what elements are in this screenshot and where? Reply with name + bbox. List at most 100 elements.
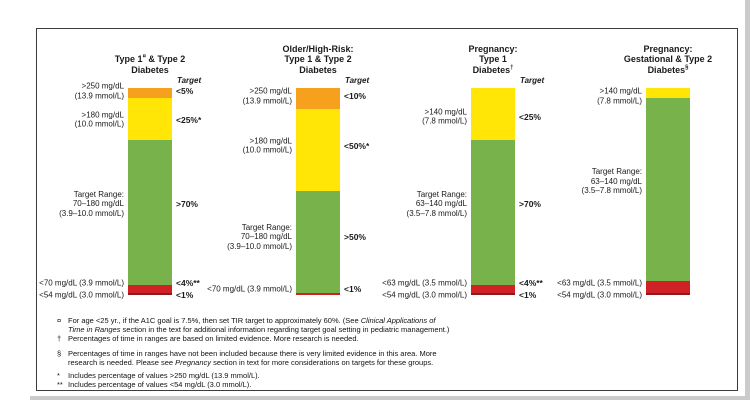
- range-label: Target Range: 70–180 mg/dL (3.9–10.0 mmol/…: [227, 222, 292, 251]
- bar-segment-green: [128, 139, 172, 285]
- footnote-marker: **: [57, 380, 63, 389]
- chart-title-line: Pregnancy:: [468, 43, 518, 54]
- target-column-header: Target: [345, 76, 370, 85]
- chart-title: Type 1¤ & Type 2 Diabetes: [48, 35, 252, 75]
- target-label: <1%: [344, 283, 362, 294]
- target-label: >70%: [176, 198, 198, 209]
- target-label: <1%: [176, 290, 194, 300]
- target-label: <50%*: [344, 140, 370, 151]
- chart-title-line: Older/High-Risk:: [282, 43, 354, 54]
- target-labels: <25% >70% <4%** <1%: [519, 88, 579, 300]
- footnote-marker: ¤: [57, 316, 62, 325]
- range-label: <54 mg/dL (3.0 mmol/L): [382, 290, 467, 300]
- bar-segment-orange: [296, 88, 340, 109]
- range-labels: >140 mg/dL (7.8 mmol/L) Target Range: 63–14…: [367, 88, 467, 300]
- bar-segment-darkred: [646, 292, 690, 295]
- footnote-line: For age <25 yr., if the A1C goal is 7.5%…: [68, 316, 436, 325]
- range-label: <63 mg/dL (3.5 mmol/L): [557, 277, 642, 287]
- bar-segment-orange: [128, 88, 172, 99]
- chart-pregnancy-gestational-type2: Pregnancy: Gestational & Type 2 Diabetes§ …: [540, 29, 750, 390]
- time-in-range-figure: Type 1¤ & Type 2 Diabetes Target >250 mg/…: [36, 28, 738, 391]
- bar-segment-red: [471, 284, 515, 293]
- bar-segment-red: [296, 292, 340, 295]
- target-column-header: Target: [520, 76, 545, 85]
- chart-title: Older/High-Risk: Type 1 & Type 2 Diabetes: [216, 35, 420, 75]
- stacked-bar: [128, 88, 172, 295]
- footnote-line: Includes percentage of values <54 mg/dL …: [68, 380, 252, 389]
- range-label: >180 mg/dL (10.0 mmol/L): [242, 136, 292, 155]
- bar-segment-green: [471, 139, 515, 285]
- footnote-line: research is needed. Please see Pregnancy…: [68, 358, 434, 367]
- chart-type1-and-type2: Type 1¤ & Type 2 Diabetes Target >250 mg/…: [22, 29, 238, 390]
- range-label: Target Range: 63–140 mg/dL (3.5–7.8 mmol/L…: [581, 167, 642, 195]
- bar-segment-yellow: [128, 98, 172, 140]
- bar-segment-yellow: [471, 88, 515, 140]
- range-label: >180 mg/dL (10.0 mmol/L): [74, 110, 124, 130]
- bar-segment-green: [646, 98, 690, 281]
- target-label: <25%*: [176, 115, 202, 126]
- chart-older-high-risk: Older/High-Risk: Type 1 & Type 2 Diabetes …: [190, 29, 406, 390]
- stacked-bar: [646, 88, 690, 295]
- range-labels: >140 mg/dL (7.8 mmol/L) Target Range: 63–14…: [542, 86, 642, 299]
- bar-segment-yellow: [296, 108, 340, 192]
- range-label: >140 mg/dL (7.8 mmol/L): [422, 107, 467, 126]
- range-label: Target Range: 70–180 mg/dL (3.9–10.0 mmol/…: [59, 189, 124, 218]
- stacked-bar: [471, 88, 515, 295]
- chart-title-line: Gestational & Type 2: [623, 54, 713, 64]
- target-label: >50%: [344, 232, 366, 243]
- target-labels: <5% <25%* >70% <4%** <1%: [176, 86, 236, 300]
- chart-title-line: Type 1¤ & Type 2: [114, 54, 186, 64]
- chart-title-line: Pregnancy:: [643, 43, 693, 54]
- target-column-header: Target: [177, 76, 202, 85]
- footnote: ** Includes percentage of values <54 mg/d…: [57, 380, 725, 389]
- chart-title: Pregnancy: Gestational & Type 2 Diabetes§: [566, 35, 750, 75]
- footnote-marker: †: [57, 334, 62, 343]
- footnote-line: Percentages of time in ranges have not b…: [68, 349, 437, 358]
- bar-segment-darkred: [128, 292, 172, 295]
- screenshot-edge-bottom: [30, 396, 750, 400]
- chart-title-line: Diabetes§: [647, 64, 689, 75]
- chart-title-line: Type 1: [479, 54, 507, 64]
- range-label: >250 mg/dL (13.9 mmol/L): [74, 81, 124, 101]
- range-label: >250 mg/dL (13.9 mmol/L): [242, 86, 292, 106]
- chart-title-line: Diabetes: [299, 64, 337, 75]
- chart-title-line: Diabetes†: [472, 64, 514, 75]
- target-label: <4%**: [176, 277, 200, 288]
- footnote-line: Time in Ranges section in the text for a…: [68, 325, 450, 334]
- footnote-marker: *: [57, 371, 60, 380]
- bar-segment-red: [128, 284, 172, 293]
- chart-title-line: Type 1 & Type 2: [284, 54, 352, 64]
- stacked-bar: [296, 88, 340, 295]
- bar-segment-yellow: [646, 88, 690, 99]
- bar-segment-red: [646, 280, 690, 293]
- screenshot-edge-right: [745, 0, 750, 400]
- range-label: <54 mg/dL (3.0 mmol/L): [39, 290, 124, 300]
- footnote: † Percentages of time in ranges are based…: [57, 334, 725, 343]
- range-label: Target Range: 63–140 mg/dL (3.5–7.8 mmol/L…: [406, 189, 467, 218]
- range-labels: >250 mg/dL (13.9 mmol/L) >180 mg/dL (10.0 m…: [192, 86, 292, 295]
- footnote: * Includes percentage of values >250 mg/d…: [57, 371, 725, 380]
- footnote: § Percentages of time in ranges have not …: [57, 349, 725, 367]
- target-label: <5%: [176, 86, 194, 97]
- range-label: <70 mg/dL (3.9 mmol/L): [39, 277, 124, 287]
- target-labels: <10% <50%* >50% <1%: [344, 88, 404, 295]
- range-label: <70 mg/dL (3.9 mmol/L): [207, 284, 292, 294]
- range-label: <63 mg/dL (3.5 mmol/L): [382, 277, 467, 287]
- footnote-line: Includes percentage of values >250 mg/dL…: [68, 371, 260, 380]
- range-labels: >250 mg/dL (13.9 mmol/L) >180 mg/dL (10.0 m…: [24, 82, 124, 300]
- footnote-line: Percentages of time in ranges are based …: [68, 334, 359, 343]
- target-label: <4%**: [519, 277, 543, 288]
- target-label: <25%: [519, 111, 541, 122]
- chart-pregnancy-type1: Pregnancy: Type 1 Diabetes† Target >140 mg…: [365, 29, 581, 390]
- bar-segment-green: [296, 191, 340, 293]
- target-label: <10%: [344, 91, 366, 102]
- footnote: ¤ For age <25 yr., if the A1C goal is 7.5…: [57, 316, 725, 334]
- bar-segment-darkred: [471, 292, 515, 295]
- range-label: <54 mg/dL (3.0 mmol/L): [557, 290, 642, 300]
- target-label: >70%: [519, 198, 541, 209]
- target-labels: [694, 88, 750, 295]
- range-label: >140 mg/dL (7.8 mmol/L): [597, 86, 642, 106]
- footnote-marker: §: [57, 349, 62, 358]
- footnotes: ¤ For age <25 yr., if the A1C goal is 7.5…: [57, 316, 725, 389]
